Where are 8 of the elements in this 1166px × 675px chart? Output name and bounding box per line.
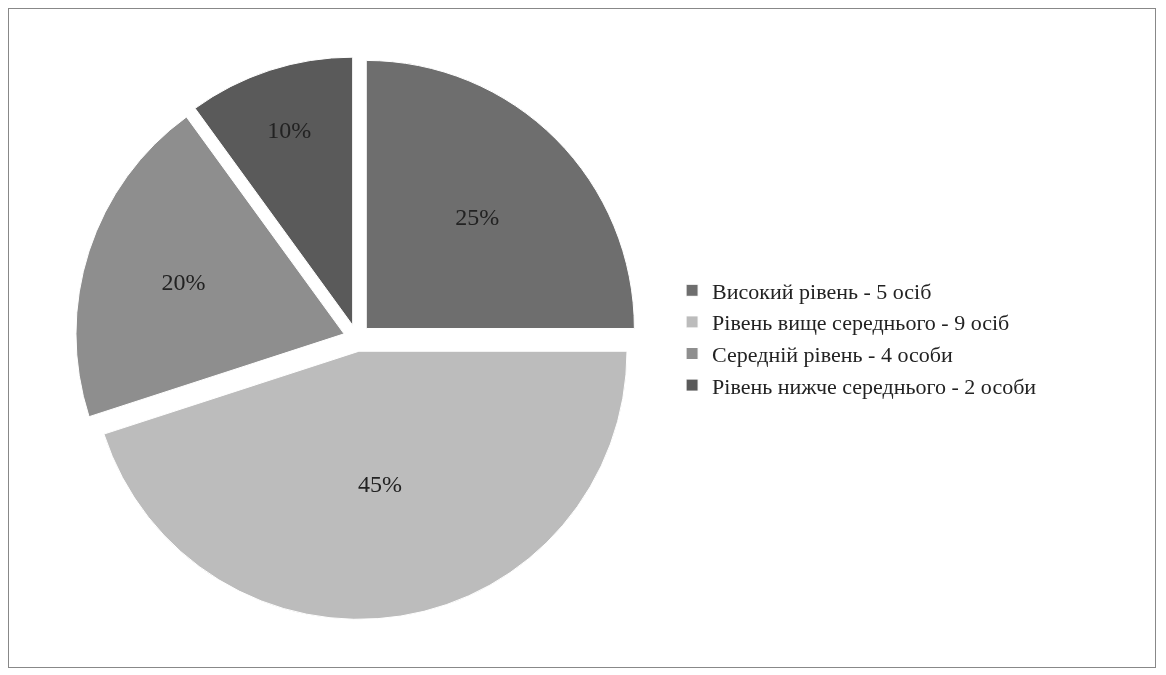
data-label: 20% xyxy=(161,268,206,295)
data-label: 45% xyxy=(358,471,402,498)
legend-label: Середній рівень - 4 особи xyxy=(712,342,953,368)
data-label: 25% xyxy=(455,204,500,231)
legend-label: Рівень нижче середнього - 2 особи xyxy=(712,373,1037,399)
legend-label: Рівень вище середнього - 9 осіб xyxy=(712,310,1010,336)
data-label: 10% xyxy=(267,117,312,144)
legend-label: Високий рівень - 5 осіб xyxy=(712,278,932,304)
